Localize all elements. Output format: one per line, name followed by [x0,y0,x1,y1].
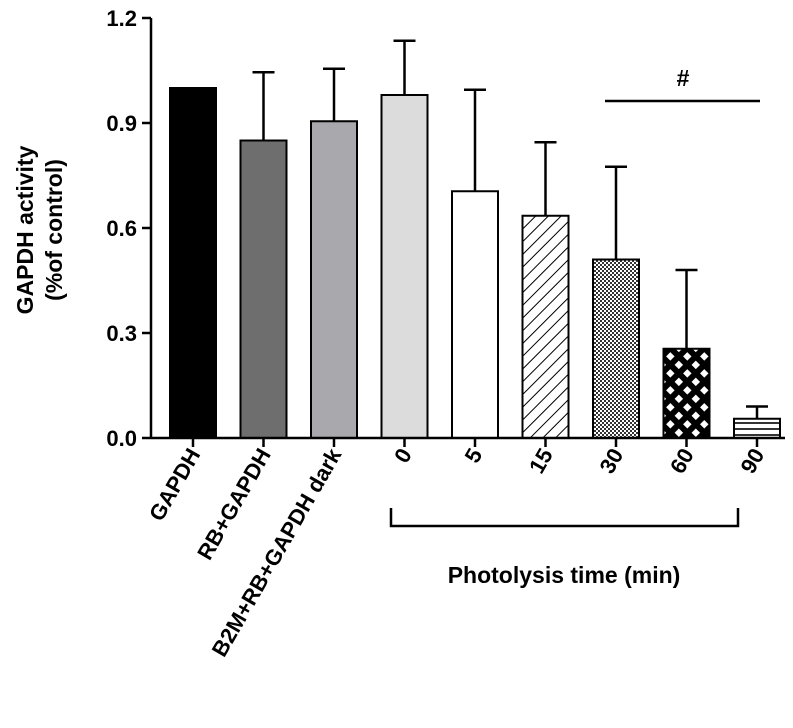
y-tick-label: 1.2 [106,6,137,31]
bar-5 [521,214,570,439]
significance-mark: # [677,65,690,91]
significance-annotation: # [605,65,760,103]
error-bars [252,39,768,419]
photolysis-label: Photolysis time (min) [448,562,681,588]
y-axis: 0.0 0.3 0.6 0.9 1.2 [106,6,153,451]
bar-7 [662,347,711,439]
x-tick-label: 0 [389,444,417,467]
y-tick-label: 0.3 [106,321,137,346]
x-tick-label: B2M+RB+GAPDH dark [207,443,347,661]
y-tick-label: 0.6 [106,216,137,241]
y-axis-title-line1: GAPDH activity [12,145,38,314]
x-tick-label: 5 [460,444,488,467]
x-tick-label: 90 [735,444,769,478]
bar-2 [310,120,358,439]
y-axis-title-line2: (%of control) [41,159,67,301]
bar-4 [451,190,499,439]
photolysis-bracket [389,508,740,528]
x-tick-label: 60 [665,444,699,478]
y-tick-label: 0.0 [106,426,137,451]
bar-8 [733,417,781,439]
bar-6 [592,258,640,439]
bar-3 [380,94,429,439]
x-tick-label: 30 [594,444,628,478]
bars [169,87,781,439]
x-tick-label: 15 [524,444,558,478]
y-axis-title: GAPDH activity (%of control) [12,145,67,314]
bar-0 [169,87,217,439]
x-tick-label: RB+GAPDH [192,444,276,564]
x-tick-label: GAPDH [144,444,205,525]
bar-1 [239,139,288,439]
y-tick-label: 0.9 [106,111,137,136]
photolysis-group: Photolysis time (min) [389,508,740,588]
